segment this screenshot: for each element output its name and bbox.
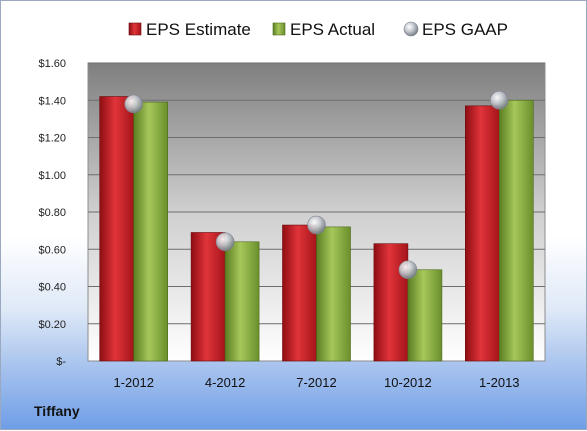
legend-eps-actual-label: EPS Actual bbox=[290, 20, 375, 39]
eps-estimate-bar bbox=[464, 105, 500, 362]
legend-eps-gaap-label: EPS GAAP bbox=[422, 20, 508, 39]
eps-estimate-bar bbox=[99, 96, 134, 362]
legend-eps-estimate-swatch bbox=[128, 22, 142, 36]
eps-actual-bar bbox=[498, 99, 534, 362]
x-category-label: 1-2013 bbox=[479, 375, 519, 390]
y-tick-label: $0.60 bbox=[38, 244, 66, 256]
x-category-label: 7-2012 bbox=[296, 375, 336, 390]
y-tick-label: $1.20 bbox=[38, 133, 66, 145]
eps-gaap-marker bbox=[215, 232, 235, 252]
eps-gaap-marker bbox=[307, 215, 326, 235]
eps-estimate-bar bbox=[282, 224, 317, 362]
y-tick-label: $0.40 bbox=[38, 282, 66, 294]
y-tick-label: $1.60 bbox=[38, 58, 66, 70]
eps-actual-bar bbox=[133, 101, 168, 362]
company-label: Tiffany bbox=[34, 403, 80, 419]
y-tick-label: $0.80 bbox=[38, 207, 66, 219]
eps-gaap-marker bbox=[489, 90, 509, 110]
legend-eps-estimate-label: EPS Estimate bbox=[146, 20, 251, 39]
legend-eps-actual-swatch bbox=[272, 22, 286, 36]
y-tick-label: $0.20 bbox=[38, 319, 66, 331]
x-category-label: 4-2012 bbox=[205, 375, 245, 390]
x-category-label: 10-2012 bbox=[384, 375, 432, 390]
eps-actual-bar bbox=[407, 269, 443, 362]
y-tick-label: $- bbox=[56, 356, 66, 368]
eps-gaap-marker bbox=[398, 260, 418, 280]
legend-eps-gaap-marker bbox=[403, 21, 419, 37]
eps-estimate-bar bbox=[373, 243, 409, 362]
x-category-label: 1-2012 bbox=[113, 375, 153, 390]
eps-estimate-bar bbox=[190, 232, 226, 362]
y-tick-label: $1.00 bbox=[38, 170, 66, 182]
eps-actual-bar bbox=[224, 241, 260, 362]
eps-actual-bar bbox=[316, 226, 351, 362]
eps-gaap-marker bbox=[124, 94, 143, 114]
y-tick-label: $1.40 bbox=[38, 95, 66, 107]
